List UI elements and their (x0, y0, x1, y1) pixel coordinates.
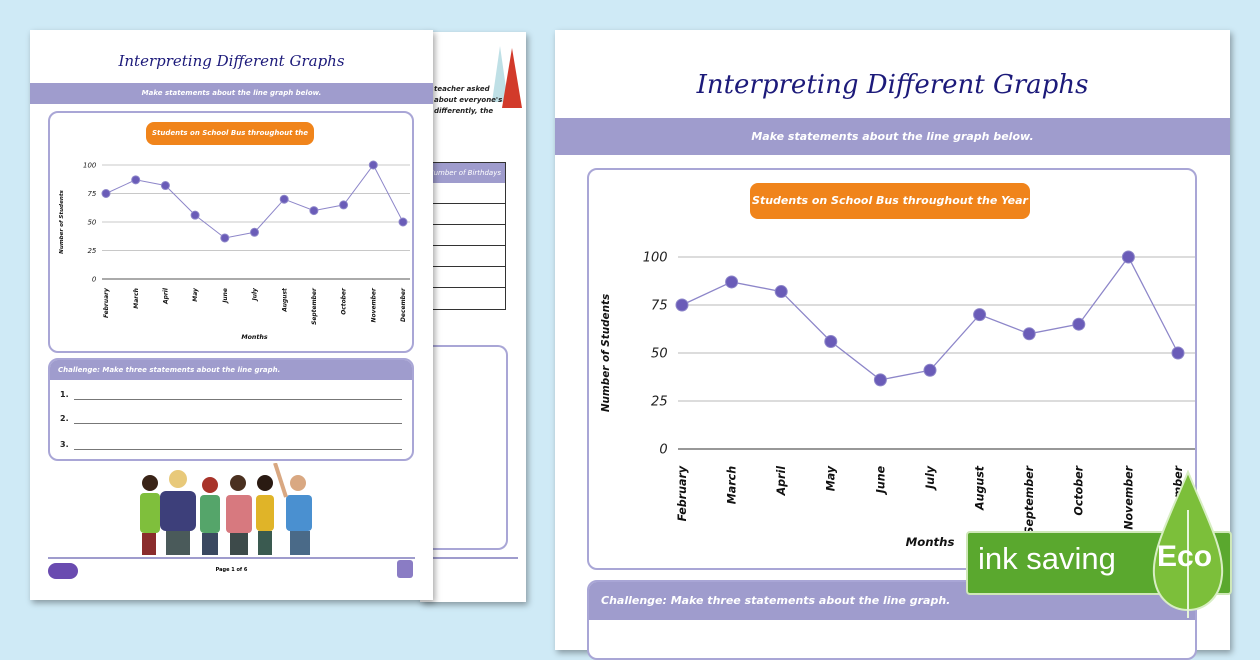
back-text-line: differently, the (434, 107, 494, 115)
challenge-box: Challenge: Make three statements about t… (48, 358, 414, 461)
y-tick-label: 0 (92, 275, 97, 283)
chart-box: Students on School Bus throughout the Ye… (48, 111, 414, 353)
x-tick-label: May (192, 287, 199, 302)
data-point (279, 194, 289, 204)
data-point (368, 160, 378, 170)
y-axis-label: Number of Students (59, 189, 65, 253)
data-point (220, 233, 230, 243)
data-point (1121, 250, 1135, 264)
y-tick-label: 100 (83, 161, 97, 169)
back-text-line: teacher asked (434, 85, 490, 93)
line-chart-large: 0 25 50 75 100 February March April May June July A… (600, 250, 1195, 549)
y-axis-label: Number of Students (600, 294, 612, 412)
ink-saving-label: ink saving (978, 541, 1116, 576)
data-point (725, 275, 739, 289)
data-point (873, 373, 887, 387)
birthday-table: Number of Birthdays (430, 162, 506, 310)
data-point (774, 285, 788, 299)
data-point (101, 189, 111, 198)
x-tick-label: August (281, 287, 288, 313)
logo-badge (48, 563, 78, 579)
x-axis-label: Months (906, 535, 955, 549)
y-tick-label: 0 (659, 443, 667, 458)
instruction-band: Make statements about the line graph bel… (555, 118, 1230, 155)
instruction-band: Make statements about the line graph bel… (30, 83, 433, 104)
data-point (824, 334, 838, 348)
eco-leaf-icon (1152, 470, 1224, 618)
back-answer-box (430, 345, 508, 550)
party-hats-illustration (490, 38, 522, 108)
table-header: Number of Birthdays (431, 163, 505, 183)
y-tick-label: 50 (651, 347, 668, 362)
x-tick-label: July (924, 465, 937, 491)
worksheet-preview-small: Interpreting Different Graphs Make state… (30, 30, 433, 600)
y-tick-label: 75 (87, 190, 96, 198)
x-tick-label: November (1122, 464, 1135, 529)
footer-page-number: Page 1 of 6 (215, 567, 248, 573)
chart-box: Students on School Bus throughout the Ye… (587, 168, 1197, 570)
footer-logo-icon (397, 560, 413, 578)
data-point (250, 227, 259, 237)
worksheet-preview-large: Interpreting Different Graphs Make state… (555, 30, 1230, 660)
line-chart-small: 0 25 50 75 100 February March April May June July A… (59, 160, 410, 341)
y-tick-label: 100 (643, 251, 668, 266)
x-tick-label: October (341, 287, 348, 315)
chart-title: Students on School Bus throughout the Ye… (146, 122, 314, 160)
y-tick-label: 25 (87, 247, 96, 255)
x-tick-label: April (163, 287, 170, 305)
x-tick-label: September (311, 287, 318, 325)
answer-line[interactable]: 3. (60, 440, 402, 452)
data-point (131, 175, 141, 185)
x-tick-label: October (1073, 464, 1086, 515)
data-point (923, 363, 937, 377)
back-text-line: about everyone's (434, 96, 503, 104)
data-point (309, 206, 319, 216)
data-line (681, 255, 1179, 381)
data-point (973, 308, 987, 322)
y-tick-label: 25 (651, 395, 668, 410)
students-illustration (140, 463, 312, 555)
data-point (675, 298, 689, 312)
x-tick-label: June (222, 288, 229, 304)
x-tick-label: September (1023, 464, 1036, 534)
x-tick-label: November (370, 287, 377, 322)
x-tick-label: March (133, 288, 140, 309)
x-axis-label: Months (241, 333, 268, 341)
data-point (339, 200, 349, 210)
data-point (1022, 327, 1036, 341)
data-point (1072, 317, 1086, 331)
x-tick-label: August (974, 465, 987, 511)
x-tick-label: February (103, 287, 110, 318)
data-point (398, 217, 408, 227)
page-title: Interpreting Different Graphs (696, 70, 1089, 100)
y-tick-label: 50 (87, 218, 96, 226)
x-tick-label: April (775, 466, 788, 497)
x-tick-label: July (252, 287, 259, 301)
x-tick-label: May (825, 465, 838, 491)
data-point (1171, 346, 1185, 360)
page-title: Interpreting Different Graphs (118, 52, 345, 70)
data-line (105, 164, 404, 239)
chart-title: Students on School Bus throughout the Ye… (750, 183, 1030, 219)
eco-label: Eco (1157, 540, 1213, 573)
x-tick-label: March (726, 466, 739, 504)
x-tick-label: December (400, 287, 407, 322)
y-tick-label: 75 (651, 299, 668, 314)
x-tick-label: February (676, 465, 689, 521)
back-worksheet-page: teacher asked about everyone's different… (420, 32, 526, 602)
data-point (190, 210, 200, 220)
challenge-heading: Challenge: Make three statements about t… (50, 360, 412, 380)
data-point (160, 181, 170, 191)
answer-line[interactable]: 2. (60, 414, 402, 426)
answer-line[interactable]: 1. (60, 390, 402, 402)
x-tick-label: June (874, 465, 887, 495)
